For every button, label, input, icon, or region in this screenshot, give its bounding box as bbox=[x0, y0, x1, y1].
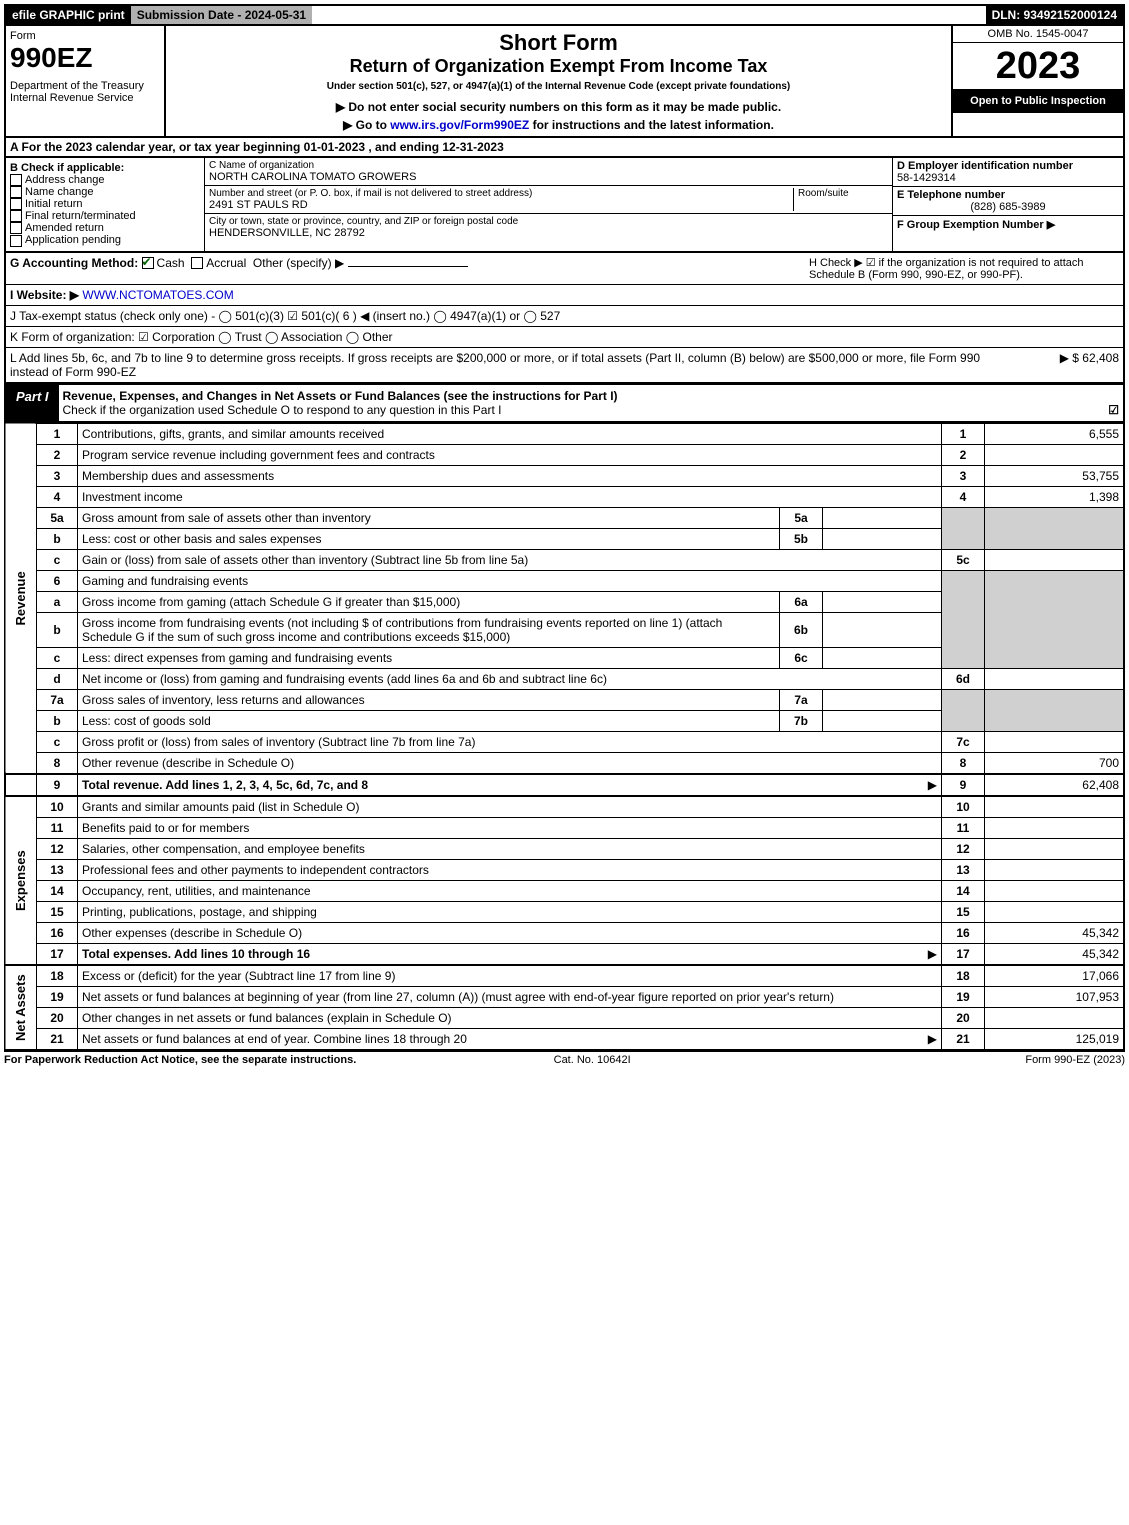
footer-left: For Paperwork Reduction Act Notice, see … bbox=[4, 1054, 356, 1066]
org-city: HENDERSONVILLE, NC 28792 bbox=[209, 227, 888, 239]
top-bar: efile GRAPHIC print Submission Date - 20… bbox=[4, 4, 1125, 26]
phone-value: (828) 685-3989 bbox=[897, 201, 1119, 213]
part1-label: Part I bbox=[6, 385, 59, 421]
department-label: Department of the Treasury Internal Reve… bbox=[10, 80, 160, 104]
instruction-ssn: ▶ Do not enter social security numbers o… bbox=[170, 100, 947, 114]
chk-initial-return[interactable] bbox=[10, 198, 22, 210]
part1-header: Part I Revenue, Expenses, and Changes in… bbox=[4, 384, 1125, 423]
val-9: 62,408 bbox=[985, 774, 1125, 796]
form-header: Form 990EZ Department of the Treasury In… bbox=[4, 26, 1125, 138]
footer-cat-no: Cat. No. 10642I bbox=[554, 1054, 631, 1066]
omb-number: OMB No. 1545-0047 bbox=[953, 26, 1123, 43]
irs-link[interactable]: www.irs.gov/Form990EZ bbox=[390, 118, 529, 132]
header-right: OMB No. 1545-0047 2023 Open to Public In… bbox=[951, 26, 1123, 136]
val-3: 53,755 bbox=[985, 465, 1125, 486]
side-expenses: Expenses bbox=[5, 796, 37, 965]
chk-amended-return[interactable] bbox=[10, 222, 22, 234]
part1-title: Revenue, Expenses, and Changes in Net As… bbox=[59, 385, 1123, 421]
chk-application-pending[interactable] bbox=[10, 235, 22, 247]
footer: For Paperwork Reduction Act Notice, see … bbox=[4, 1051, 1125, 1068]
instruction-goto: ▶ Go to www.irs.gov/Form990EZ for instru… bbox=[170, 118, 947, 132]
open-to-public-badge: Open to Public Inspection bbox=[953, 89, 1123, 113]
row-l-gross-receipts: L Add lines 5b, 6c, and 7b to line 9 to … bbox=[4, 348, 1125, 384]
part1-check-icon: ☑ bbox=[1108, 403, 1119, 417]
tax-year: 2023 bbox=[953, 43, 1123, 89]
row-j-exempt-status: J Tax-exempt status (check only one) - ◯… bbox=[4, 306, 1125, 327]
part1-table: Revenue 1 Contributions, gifts, grants, … bbox=[4, 423, 1125, 1051]
row-i-website: I Website: ▶ WWW.NCTOMATOES.COM bbox=[4, 285, 1125, 306]
val-8: 700 bbox=[985, 752, 1125, 774]
val-17: 45,342 bbox=[985, 943, 1125, 965]
val-1: 6,555 bbox=[985, 423, 1125, 444]
chk-address-change[interactable] bbox=[10, 174, 22, 186]
val-18: 17,066 bbox=[985, 965, 1125, 987]
efile-print-label[interactable]: efile GRAPHIC print bbox=[6, 6, 131, 24]
footer-form-id: Form 990-EZ (2023) bbox=[1025, 1054, 1125, 1066]
chk-cash[interactable] bbox=[142, 257, 154, 269]
form-title: Short Form bbox=[170, 30, 947, 56]
col-b-checkboxes: B Check if applicable: Address change Na… bbox=[6, 158, 205, 251]
form-subtext: Under section 501(c), 527, or 4947(a)(1)… bbox=[170, 81, 947, 92]
submission-date: Submission Date - 2024-05-31 bbox=[131, 6, 312, 24]
col-c-org-info: C Name of organization NORTH CAROLINA TO… bbox=[205, 158, 892, 251]
gross-receipts-amount: ▶ $ 62,408 bbox=[1009, 351, 1119, 379]
row-a-tax-year: A For the 2023 calendar year, or tax yea… bbox=[4, 138, 1125, 158]
val-2 bbox=[985, 444, 1125, 465]
org-street: 2491 ST PAULS RD bbox=[209, 199, 793, 211]
website-link[interactable]: WWW.NCTOMATOES.COM bbox=[82, 288, 233, 302]
identity-block: B Check if applicable: Address change Na… bbox=[4, 158, 1125, 253]
chk-final-return[interactable] bbox=[10, 210, 22, 222]
form-subtitle: Return of Organization Exempt From Incom… bbox=[170, 56, 947, 77]
header-left: Form 990EZ Department of the Treasury In… bbox=[6, 26, 166, 136]
val-16: 45,342 bbox=[985, 922, 1125, 943]
val-4: 1,398 bbox=[985, 486, 1125, 507]
side-net-assets: Net Assets bbox=[5, 965, 37, 1050]
form-label: Form bbox=[10, 30, 160, 42]
val-21: 125,019 bbox=[985, 1028, 1125, 1050]
val-19: 107,953 bbox=[985, 986, 1125, 1007]
row-k-form-org: K Form of organization: ☑ Corporation ◯ … bbox=[4, 327, 1125, 348]
dln-label: DLN: 93492152000124 bbox=[986, 6, 1123, 24]
header-center: Short Form Return of Organization Exempt… bbox=[166, 26, 951, 136]
chk-accrual[interactable] bbox=[191, 257, 203, 269]
row-h: H Check ▶ ☑ if the organization is not r… bbox=[809, 256, 1119, 281]
row-g-h: G Accounting Method: Cash Accrual Other … bbox=[4, 253, 1125, 285]
form-number: 990EZ bbox=[10, 42, 160, 74]
side-revenue: Revenue bbox=[5, 423, 37, 774]
org-name: NORTH CAROLINA TOMATO GROWERS bbox=[209, 171, 888, 183]
ein-value: 58-1429314 bbox=[897, 172, 956, 184]
chk-name-change[interactable] bbox=[10, 186, 22, 198]
col-d-ein-phone: D Employer identification number 58-1429… bbox=[892, 158, 1123, 251]
